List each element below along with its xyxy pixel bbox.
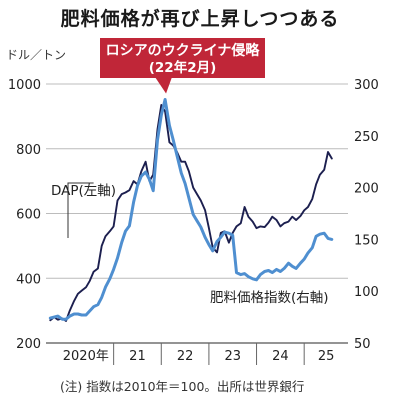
x-tick-label: 25 bbox=[318, 349, 335, 364]
left-axis-ticks: 200 400 600 800 1000 bbox=[8, 78, 41, 352]
x-tick-label: 23 bbox=[224, 349, 241, 364]
index-series-label: 肥料価格指数(右軸) bbox=[210, 290, 329, 306]
callout-line2: (22年2月) bbox=[149, 59, 217, 76]
right-tick-label: 300 bbox=[354, 78, 379, 93]
series-annotations: DAP(左軸) 肥料価格指数(右軸) bbox=[51, 182, 329, 306]
x-tick-label: 24 bbox=[272, 349, 289, 364]
dap-series-label: DAP(左軸) bbox=[51, 183, 116, 199]
series-line bbox=[49, 104, 333, 322]
callout-line1: ロシアのウクライナ侵略 bbox=[106, 42, 261, 59]
right-tick-label: 200 bbox=[354, 182, 379, 197]
x-axis: 2020年 21 22 23 24 25 bbox=[46, 342, 348, 365]
right-tick-label: 250 bbox=[354, 130, 379, 145]
event-callout: ロシアのウクライナ侵略(22年2月) bbox=[100, 38, 265, 94]
series-lines bbox=[48, 98, 334, 322]
left-tick-label: 600 bbox=[16, 208, 41, 223]
series-fertilizer-index bbox=[48, 98, 334, 321]
series-dap bbox=[49, 104, 333, 322]
left-tick-label: 200 bbox=[16, 337, 41, 352]
left-tick-label: 400 bbox=[16, 272, 41, 287]
series-line bbox=[48, 98, 334, 321]
left-tick-label: 800 bbox=[16, 143, 41, 158]
callout-box bbox=[100, 38, 265, 78]
right-tick-label: 150 bbox=[354, 233, 379, 248]
x-tick-label: 22 bbox=[177, 349, 194, 364]
right-tick-label: 100 bbox=[354, 285, 379, 300]
right-tick-label: 50 bbox=[354, 337, 371, 352]
dap-label-leader bbox=[67, 182, 94, 238]
chart-note: (注) 指数は2010年＝100。出所は世界銀行 bbox=[60, 379, 305, 394]
left-tick-label: 1000 bbox=[8, 78, 41, 93]
left-axis-unit-label: ドル／トン bbox=[6, 48, 67, 62]
callout-pointer bbox=[155, 77, 172, 94]
x-tick-label: 21 bbox=[129, 349, 146, 364]
chart-title: 肥料価格が再び上昇しつつある bbox=[60, 8, 340, 30]
x-tick-label: 2020年 bbox=[63, 349, 109, 364]
right-axis-ticks: 50 100 150 200 250 300 bbox=[354, 78, 379, 352]
